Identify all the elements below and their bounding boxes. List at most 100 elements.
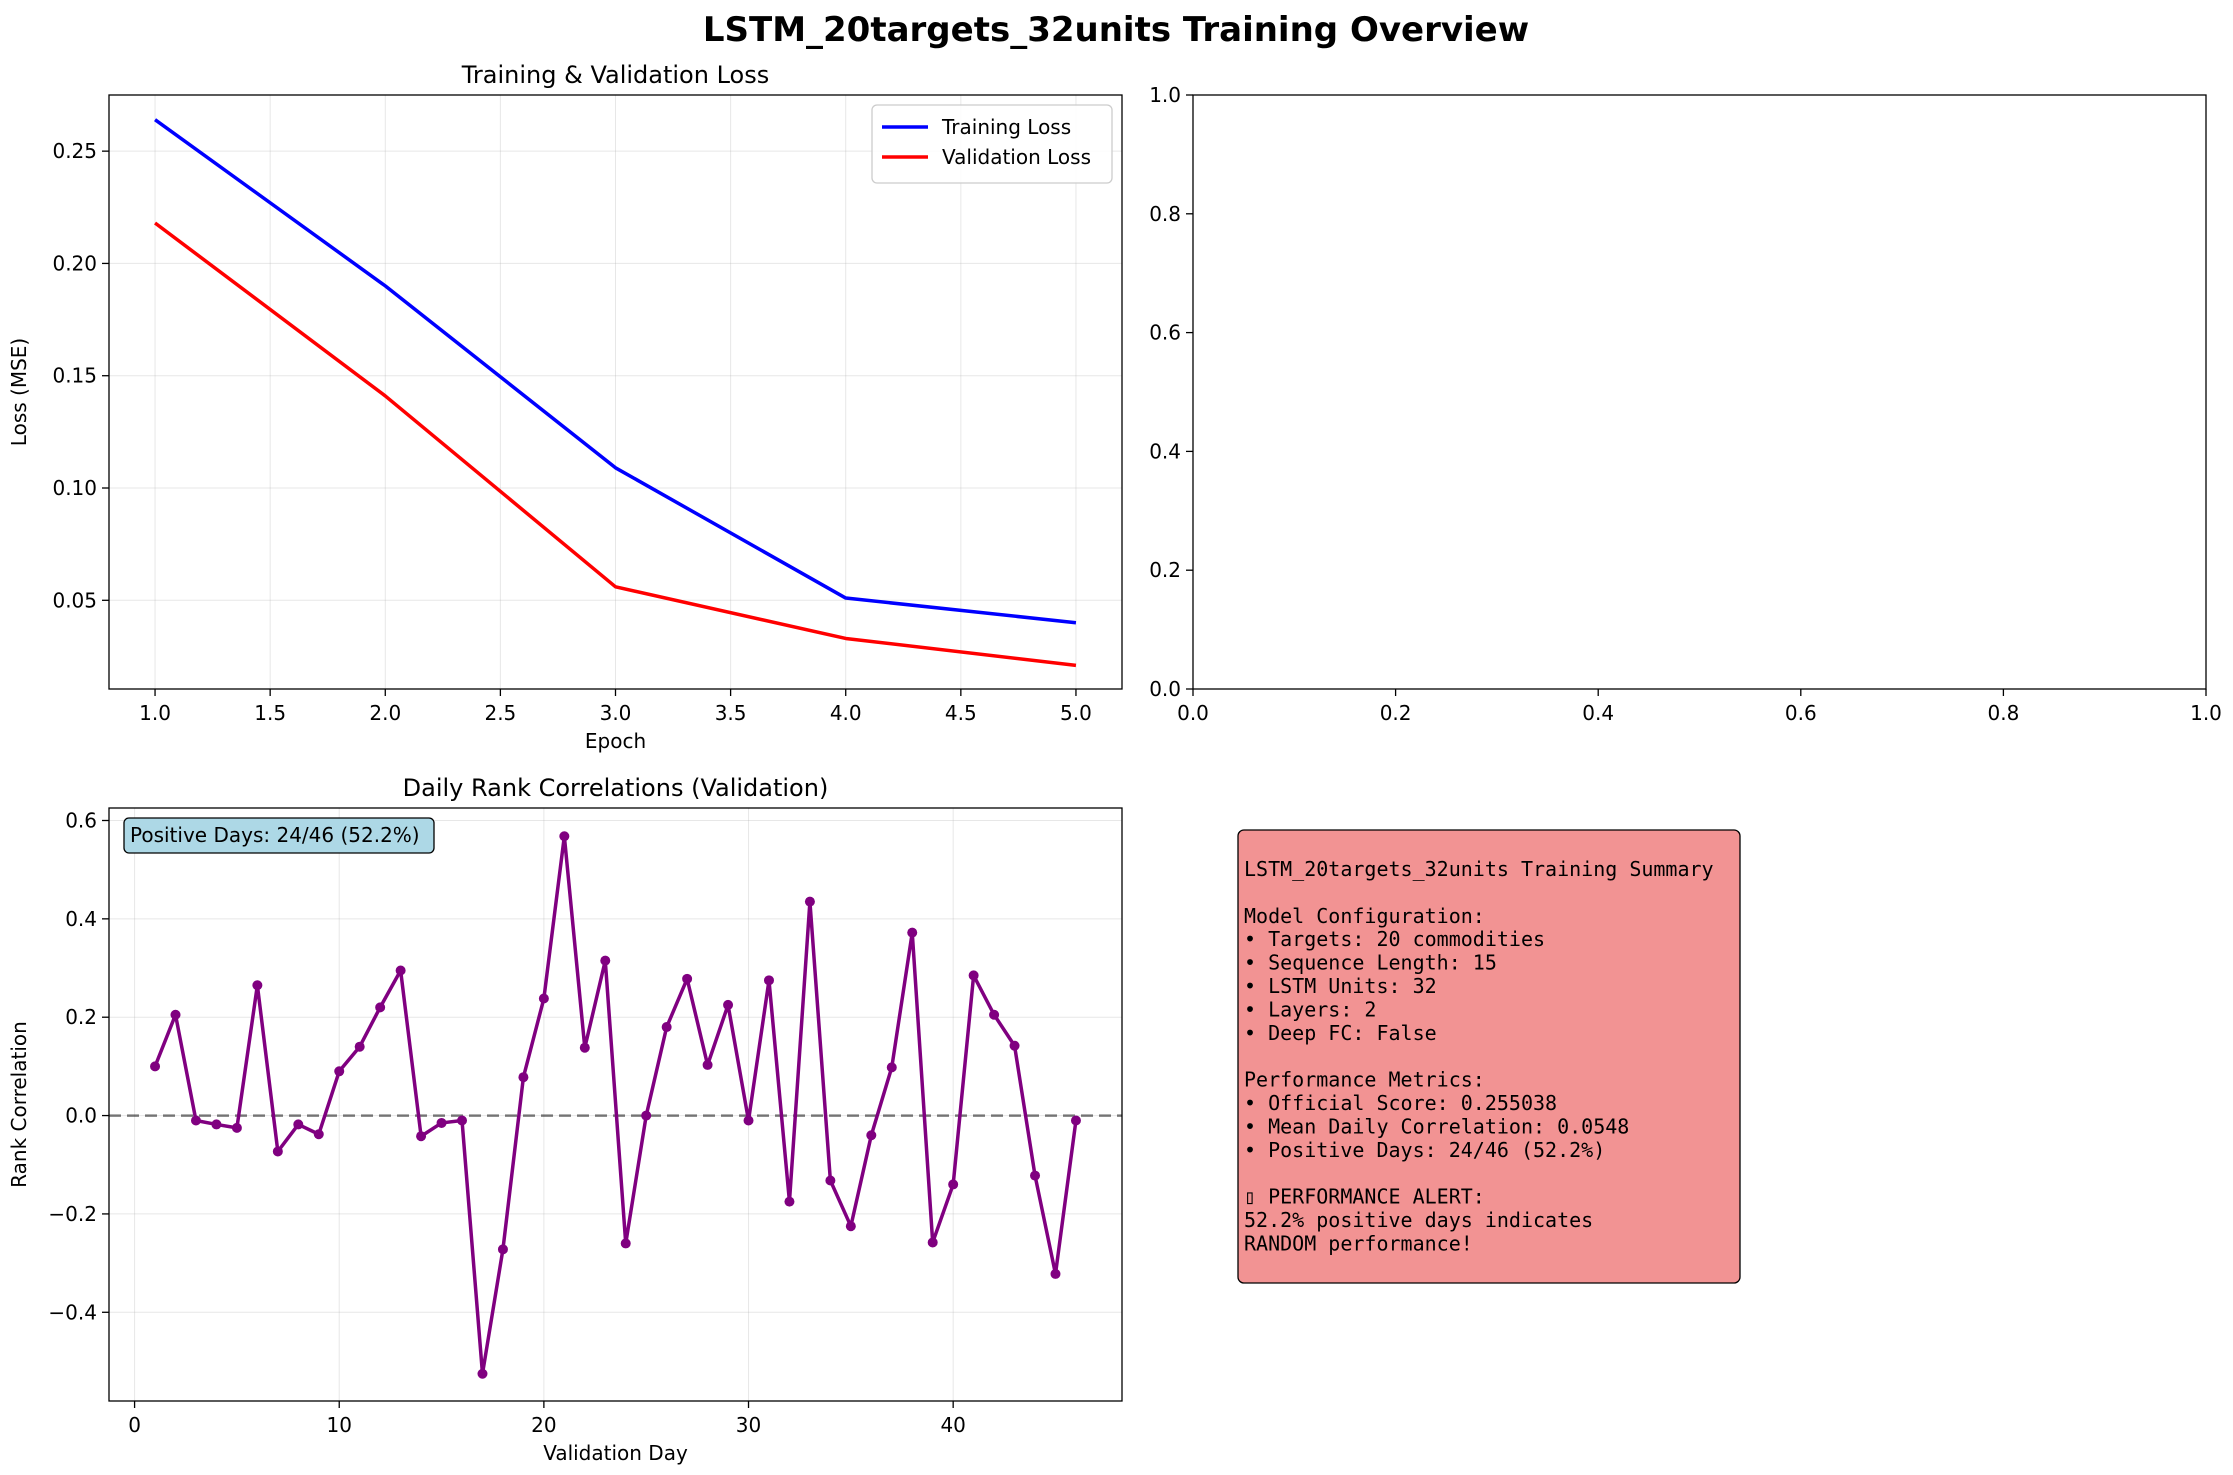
y-tick-label: 0.20: [52, 251, 97, 275]
plot-layer: 1.0 1.5 2.0 2.5 3.0 3.5 4.0 4.5 5.0 0.05 0.10 0.15 0…: [7, 61, 2222, 1465]
x-tick-label: 3.0: [600, 701, 632, 725]
y-tick-label: 0.4: [1149, 439, 1181, 463]
data-point: [866, 1130, 877, 1141]
data-point: [354, 1041, 365, 1052]
x-tick-label: 0.6: [1785, 701, 1817, 725]
summary-line: 52.2% positive days indicates: [1244, 1208, 1593, 1232]
subplot-title: Daily Rank Correlations (Validation): [403, 774, 829, 802]
axes-frame: [108, 94, 1123, 690]
summary-line: • Positive Days: 24/46 (52.2%): [1244, 1138, 1605, 1162]
y-tick-label: 0.8: [1149, 202, 1181, 226]
legend-label: Training Loss: [941, 115, 1071, 139]
annotation-text: Positive Days: 24/46 (52.2%): [130, 823, 420, 847]
data-point: [518, 1072, 529, 1083]
summary-line: • Official Score: 0.255038: [1244, 1091, 1557, 1115]
x-tick-label: 20: [531, 1413, 556, 1437]
summary-line: ▯ PERFORMANCE ALERT:: [1244, 1185, 1485, 1209]
subplot-3: 0 10 20 30 40 −0.4 −0.2 0.0 0.2 0.4 0.6 Daily Rank …: [7, 774, 1123, 1465]
data-point: [825, 1175, 836, 1186]
data-point: [1070, 1115, 1081, 1126]
x-axis-label: Validation Day: [543, 1441, 688, 1465]
y-tick-label: 0.0: [1149, 677, 1181, 701]
data-point: [375, 1002, 386, 1013]
series-line-validation-loss: [153, 221, 1077, 668]
data-point: [313, 1129, 324, 1140]
data-point: [989, 1009, 1000, 1020]
data-point: [477, 1368, 488, 1379]
x-tick-label: 30: [736, 1413, 761, 1437]
data-point: [457, 1115, 468, 1126]
summary-line: • Layers: 2: [1244, 997, 1376, 1021]
data-point: [845, 1221, 856, 1232]
data-point: [436, 1117, 447, 1128]
data-point: [497, 1244, 508, 1255]
x-tick-label: 0.8: [1987, 701, 2019, 725]
data-point: [231, 1122, 242, 1133]
summary-line: • Sequence Length: 15: [1244, 951, 1497, 975]
y-tick-label: 0.10: [52, 476, 97, 500]
summary-line: RANDOM performance!: [1244, 1231, 1473, 1255]
data-point: [211, 1119, 222, 1130]
series-line: [153, 834, 1078, 1376]
data-point: [907, 927, 918, 938]
data-point: [886, 1062, 897, 1073]
axes-frame: [108, 807, 1123, 1402]
y-tick-label: 0.6: [65, 808, 97, 832]
data-point: [252, 980, 263, 991]
y-tick-label: 0.0: [65, 1104, 97, 1128]
x-axis-label: Epoch: [585, 729, 646, 753]
data-point: [272, 1146, 283, 1157]
x-tick-label: 3.5: [715, 701, 747, 725]
data-point: [600, 955, 611, 966]
x-tick-label: 1.0: [2190, 701, 2222, 725]
data-point: [968, 970, 979, 981]
data-point: [804, 896, 815, 907]
y-axis-label: Loss (MSE): [7, 338, 31, 446]
x-tick-label: 4.5: [945, 701, 977, 725]
legend-box: [871, 104, 1113, 184]
summary-line: • Mean Daily Correlation: 0.0548: [1244, 1114, 1629, 1138]
x-tick-label: 5.0: [1060, 701, 1092, 725]
x-tick-label: 1.0: [139, 701, 171, 725]
summary-line: • LSTM Units: 32: [1244, 974, 1437, 998]
y-axis-label: Rank Correlation: [7, 1021, 31, 1188]
data-point: [293, 1119, 304, 1130]
x-tick-label: 40: [940, 1413, 965, 1437]
y-tick-label: −0.4: [48, 1300, 97, 1324]
data-point: [620, 1238, 631, 1249]
data-point: [948, 1179, 959, 1190]
y-tick-label: 0.2: [65, 1005, 97, 1029]
y-tick-label: 0.4: [65, 907, 97, 931]
x-tick-label: 2.5: [484, 701, 516, 725]
x-tick-label: 1.5: [254, 701, 286, 725]
y-tick-label: 0.6: [1149, 321, 1181, 345]
subplot-2: 0.0 0.2 0.4 0.6 0.8 1.0 0.0 0.2 0.4 0.6 0.8 1.0: [1149, 83, 2222, 725]
x-tick-label: 0: [128, 1413, 141, 1437]
data-point: [784, 1196, 795, 1207]
data-point: [763, 975, 774, 986]
y-tick-label: 0.05: [52, 588, 97, 612]
subplot-title: Training & Validation Loss: [461, 61, 769, 89]
data-point: [661, 1022, 672, 1033]
y-tick-label: 0.15: [52, 364, 97, 388]
data-point: [170, 1009, 181, 1020]
y-tick-label: 1.0: [1149, 83, 1181, 107]
data-point: [334, 1066, 345, 1077]
axes-frame: [1192, 94, 2207, 690]
series-line-training-loss: [154, 118, 1077, 625]
data-point: [1050, 1268, 1061, 1279]
training-summary-box: LSTM_20targets_32units Training Summary M…: [1237, 829, 1741, 1284]
data-point: [416, 1131, 427, 1142]
summary-box-background: [1237, 829, 1741, 1284]
legend: Training Loss Validation Loss: [871, 104, 1113, 184]
positive-days-annotation: Positive Days: 24/46 (52.2%): [123, 817, 435, 854]
figure-suptitle: LSTM_20targets_32units Training Overview: [703, 10, 1529, 50]
summary-line: LSTM_20targets_32units Training Summary: [1244, 857, 1714, 881]
legend-label: Validation Loss: [942, 145, 1091, 169]
data-point: [702, 1059, 713, 1070]
subplot-1: 1.0 1.5 2.0 2.5 3.0 3.5 4.0 4.5 5.0 0.05 0.10 0.15 0…: [7, 61, 1123, 753]
summary-line: • Targets: 20 commodities: [1244, 927, 1545, 951]
data-point: [682, 973, 693, 984]
